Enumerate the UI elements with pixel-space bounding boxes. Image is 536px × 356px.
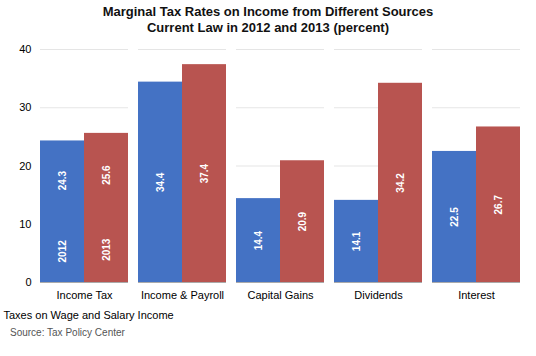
svg-text:20: 20 <box>19 159 31 171</box>
html-text:Source: Tax Policy Center: Source: Tax Policy Center <box>10 326 125 338</box>
svg-text:26.7: 26.7 <box>493 194 504 214</box>
svg-text:10: 10 <box>19 217 31 229</box>
svg-text:Income & Payroll: Income & Payroll <box>141 289 224 301</box>
svg-text:34.4: 34.4 <box>155 172 166 192</box>
svg-text:14.1: 14.1 <box>351 231 362 251</box>
svg-text:Income Tax: Income Tax <box>56 289 113 301</box>
svg-text:40: 40 <box>19 43 31 55</box>
svg-text:34.2: 34.2 <box>395 172 406 192</box>
svg-text:20.9: 20.9 <box>297 211 308 231</box>
html-text:Marginal Tax Rates on Income f: Marginal Tax Rates on Income from Differ… <box>102 4 434 36</box>
svg-text:Taxes on Wage and Salary Incom: Taxes on Wage and Salary Income <box>4 308 174 320</box>
svg-text:37.4: 37.4 <box>199 163 210 183</box>
svg-text:14.4: 14.4 <box>253 230 264 250</box>
svg-text:30: 30 <box>19 101 31 113</box>
svg-text:0: 0 <box>25 276 31 288</box>
svg-text:22.5: 22.5 <box>449 206 460 226</box>
svg-text:Interest: Interest <box>458 289 495 301</box>
svg-text:25.6: 25.6 <box>101 164 112 184</box>
svg-text:Capital Gains: Capital Gains <box>247 289 314 301</box>
svg-text:2013: 2013 <box>101 238 112 261</box>
svg-text:24.3: 24.3 <box>57 170 68 190</box>
svg-text:Dividends: Dividends <box>354 289 403 301</box>
svg-text:2012: 2012 <box>57 239 68 262</box>
